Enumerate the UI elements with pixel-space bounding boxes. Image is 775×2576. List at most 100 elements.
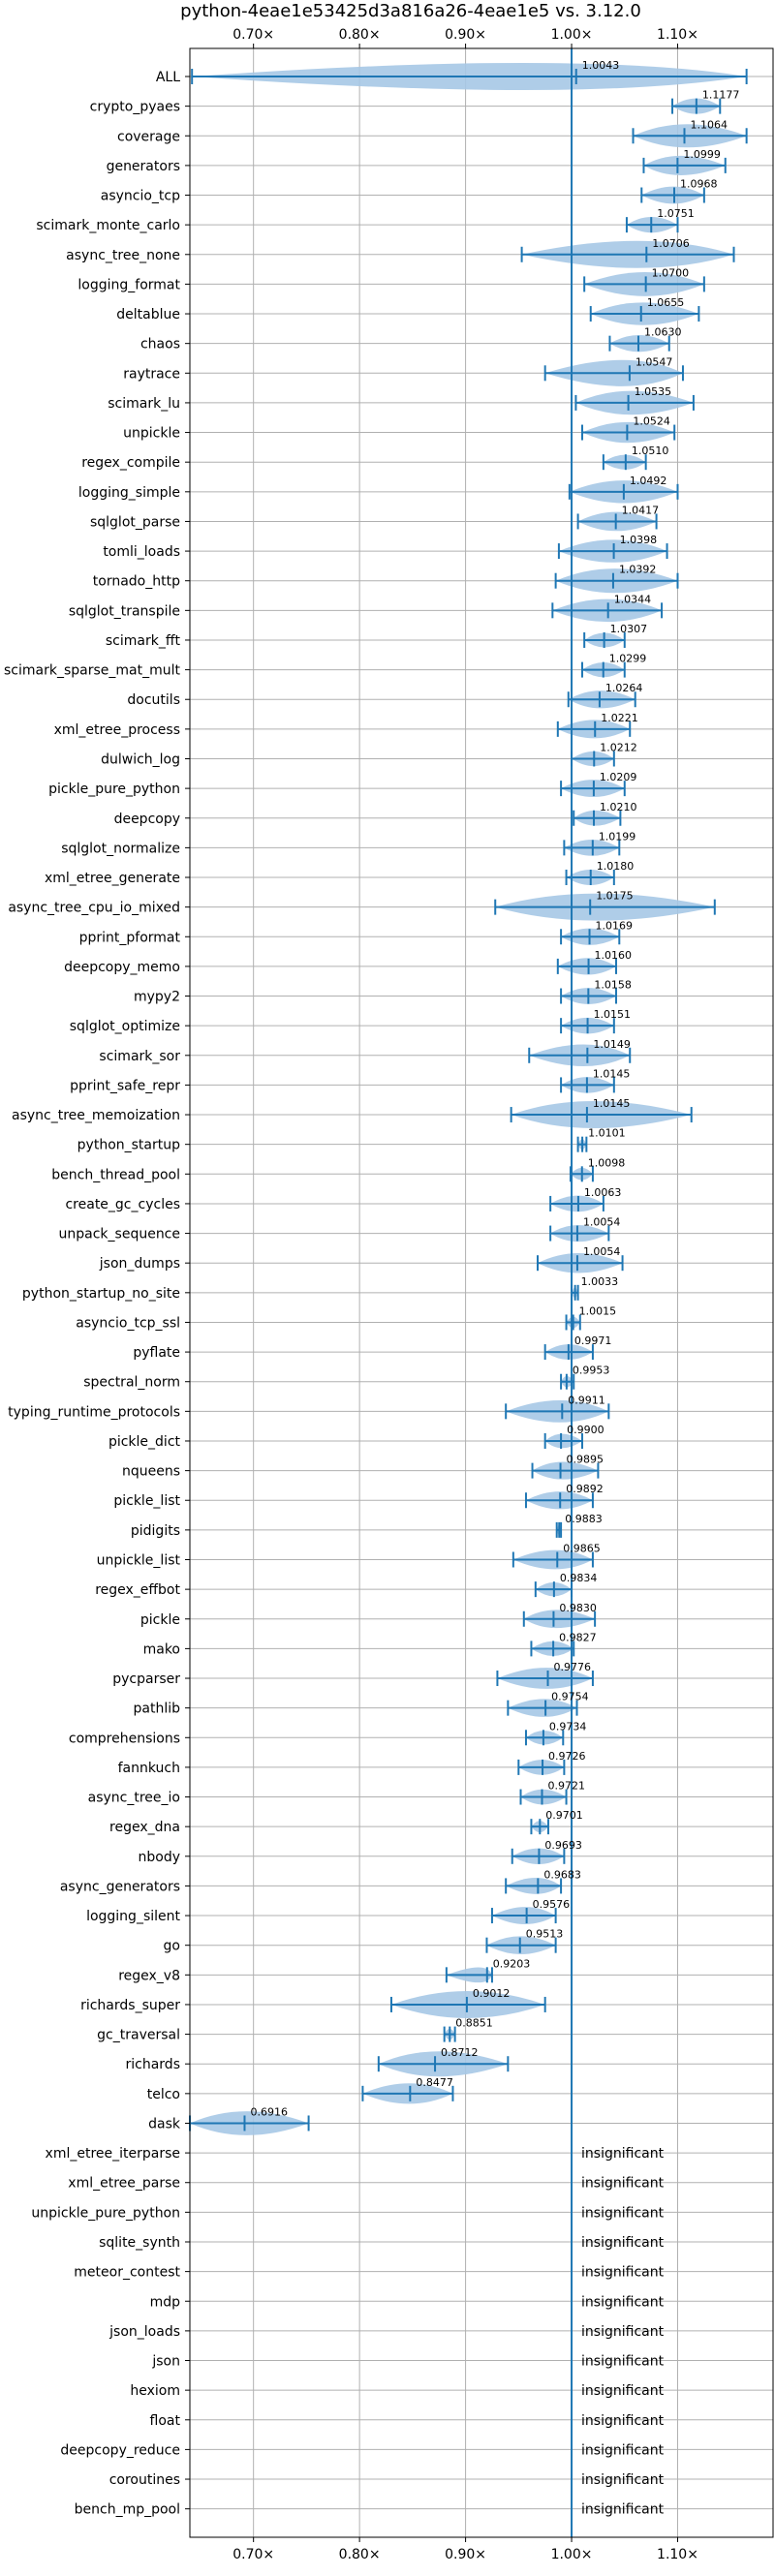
insignificant-label: insignificant bbox=[581, 2442, 665, 2458]
x-tick-label-top: 0.90× bbox=[445, 27, 486, 43]
category-label: create_gc_cycles bbox=[65, 1197, 180, 1212]
category-label: fannkuch bbox=[118, 1761, 180, 1776]
category-label: async_tree_memoization bbox=[12, 1108, 180, 1123]
value-label: 1.1064 bbox=[690, 118, 728, 131]
insignificant-label: insignificant bbox=[581, 2472, 665, 2488]
category-label: scimark_sparse_mat_mult bbox=[4, 663, 180, 679]
value-label: 0.8712 bbox=[441, 2046, 479, 2059]
x-tick-label-top: 1.00× bbox=[551, 27, 593, 43]
value-label: 1.0510 bbox=[632, 445, 669, 457]
value-label: 1.0344 bbox=[614, 593, 652, 605]
category-label: async_tree_cpu_io_mixed bbox=[8, 901, 180, 916]
category-label: xml_etree_process bbox=[54, 722, 180, 738]
category-label: logging_silent bbox=[86, 1909, 180, 1924]
category-label: sqlite_synth bbox=[99, 2235, 180, 2251]
value-label: 0.9683 bbox=[543, 1868, 581, 1881]
value-label: 0.9865 bbox=[563, 1543, 601, 1555]
value-label: 1.0180 bbox=[597, 860, 635, 873]
value-label: 1.0524 bbox=[633, 415, 670, 428]
category-label: tornado_http bbox=[93, 574, 180, 590]
value-label: 0.9203 bbox=[493, 1957, 531, 1970]
category-label: json bbox=[151, 2354, 180, 2370]
category-label: asyncio_tcp bbox=[101, 189, 180, 204]
value-label: 1.0199 bbox=[599, 830, 636, 843]
value-label: 1.0968 bbox=[680, 178, 718, 191]
category-label: deepcopy_memo bbox=[64, 960, 180, 975]
category-label: json_loads bbox=[108, 2324, 180, 2340]
category-label: coverage bbox=[117, 129, 180, 144]
value-label: 0.9701 bbox=[545, 1809, 583, 1822]
insignificant-label: insignificant bbox=[581, 2146, 665, 2162]
category-label: pyflate bbox=[133, 1345, 180, 1361]
value-label: 0.9883 bbox=[565, 1513, 603, 1525]
value-label: 1.0655 bbox=[647, 296, 685, 309]
value-label: 1.0175 bbox=[596, 890, 634, 903]
category-label: spectral_norm bbox=[83, 1375, 180, 1391]
value-label: 0.9834 bbox=[560, 1572, 598, 1584]
chart-title: python-4eae1e53425d3a816a26-4eae1e5 vs. … bbox=[180, 1, 641, 21]
category-label: xml_etree_parse bbox=[68, 2176, 180, 2192]
category-label: unpack_sequence bbox=[59, 1227, 180, 1242]
category-label: xml_etree_iterparse bbox=[46, 2146, 180, 2162]
value-label: 0.9513 bbox=[526, 1928, 564, 1941]
category-label: scimark_sor bbox=[99, 1049, 180, 1064]
insignificant-label: insignificant bbox=[581, 2265, 665, 2281]
value-label: 1.0212 bbox=[600, 741, 637, 753]
category-label: pprint_safe_repr bbox=[70, 1078, 180, 1093]
category-label: meteor_contest bbox=[74, 2265, 180, 2281]
x-tick-label-top: 0.80× bbox=[339, 27, 381, 43]
category-label: comprehensions bbox=[69, 1731, 180, 1746]
value-label: 1.0101 bbox=[588, 1127, 626, 1140]
category-label: sqlglot_normalize bbox=[61, 841, 180, 856]
value-label: 1.0098 bbox=[588, 1156, 626, 1169]
value-label: 1.0160 bbox=[595, 949, 633, 962]
value-label: 0.9012 bbox=[473, 1987, 511, 2000]
category-label: python_startup bbox=[78, 1138, 180, 1153]
value-label: 0.9576 bbox=[533, 1898, 571, 1911]
category-label: json_dumps bbox=[99, 1256, 180, 1272]
value-label: 1.0145 bbox=[593, 1097, 631, 1110]
category-label: chaos bbox=[140, 337, 180, 353]
value-label: 1.0492 bbox=[630, 475, 667, 487]
category-label: coroutines bbox=[109, 2472, 180, 2488]
category-label: pycparser bbox=[112, 1671, 180, 1687]
x-tick-label-bottom: 0.80× bbox=[339, 2547, 381, 2562]
value-label: 1.0299 bbox=[609, 653, 647, 665]
category-label: unpickle_list bbox=[97, 1553, 181, 1569]
category-label: deepcopy bbox=[114, 812, 180, 827]
value-label: 1.0033 bbox=[581, 1275, 619, 1288]
category-label: typing_runtime_protocols bbox=[8, 1404, 180, 1420]
x-tick-label-bottom: 1.10× bbox=[657, 2547, 698, 2562]
insignificant-label: insignificant bbox=[581, 2176, 665, 2192]
value-label: 0.9895 bbox=[567, 1454, 604, 1466]
category-label: nqueens bbox=[122, 1464, 180, 1480]
insignificant-label: insignificant bbox=[581, 2324, 665, 2340]
value-label: 1.0307 bbox=[610, 623, 648, 635]
value-label: 1.0700 bbox=[652, 266, 690, 279]
value-label: 1.0706 bbox=[652, 237, 690, 250]
category-label: regex_compile bbox=[81, 455, 180, 471]
value-label: 1.0158 bbox=[594, 979, 632, 992]
value-label: 1.0210 bbox=[600, 801, 637, 813]
value-label: 1.0392 bbox=[619, 564, 657, 576]
category-label: go bbox=[164, 1939, 180, 1954]
category-label: async_generators bbox=[60, 1879, 180, 1894]
category-label: logging_simple bbox=[78, 485, 180, 501]
value-label: 1.0751 bbox=[657, 207, 695, 220]
category-label: dask bbox=[148, 2116, 181, 2131]
value-label: 1.0043 bbox=[582, 59, 620, 72]
category-label: hexiom bbox=[130, 2383, 180, 2399]
category-label: ALL bbox=[156, 70, 180, 85]
value-label: 0.9726 bbox=[548, 1750, 586, 1763]
value-label: 0.8851 bbox=[455, 2017, 493, 2030]
category-label: crypto_pyaes bbox=[90, 100, 180, 115]
value-label: 1.0398 bbox=[620, 534, 658, 546]
value-label: 0.9693 bbox=[544, 1839, 582, 1852]
value-label: 1.1177 bbox=[702, 89, 740, 102]
insignificant-label: insignificant bbox=[581, 2413, 665, 2429]
category-label: regex_dna bbox=[109, 1820, 180, 1835]
insignificant-label: insignificant bbox=[581, 2502, 665, 2518]
insignificant-label: insignificant bbox=[581, 2235, 665, 2251]
value-label: 0.9911 bbox=[568, 1394, 605, 1406]
